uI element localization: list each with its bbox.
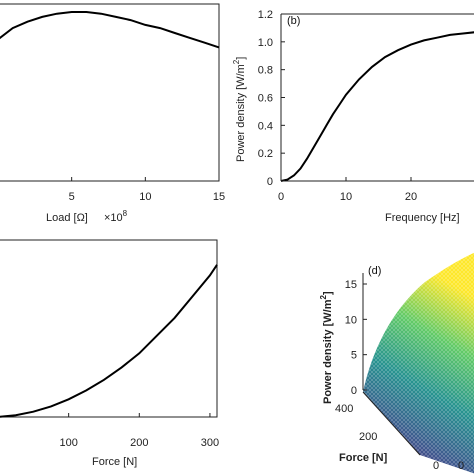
panel-b-label: (b) [287, 15, 300, 27]
panel-c-xlabel: Force [N] [92, 456, 137, 468]
panel-d-force-tick-200: 200 [359, 431, 377, 443]
panel-b-ytick-label: 1.0 [258, 37, 273, 49]
panel-a-xtick-label: 10 [139, 191, 151, 203]
panel-a-frame [0, 3, 220, 182]
panel-d-zlabel: Power density [W/m2] [319, 291, 334, 404]
panel-b-xtick-label: 20 [405, 191, 417, 203]
panel-d-force-label: Force [N] [339, 452, 388, 464]
panel-c-xticks: 100 200 300 [59, 413, 219, 449]
panel-b-xticks: 0 10 20 [278, 177, 417, 203]
panel-b-xtick-label: 10 [340, 191, 352, 203]
panel-b-xtick-label: 0 [278, 191, 284, 203]
panel-c-series-line [0, 264, 218, 418]
panel-d-ztick-label: 5 [351, 350, 357, 362]
panel-b-ytick-label: 0.6 [258, 93, 273, 105]
panel-d-other-tick-0a: 0 [433, 460, 439, 472]
panel-c-xtick-label: 200 [130, 437, 148, 449]
panel-b-ytick-label: 0 [267, 176, 273, 188]
panel-d-other-tick-0b: 0 [458, 460, 464, 472]
panel-b: 0 10 20 0 0.2 0.4 0.6 0.8 1.0 1.2 (b) Frequency … [232, 9, 474, 224]
panel-b-yticks: 0 0.2 0.4 0.6 0.8 1.0 1.2 [258, 9, 285, 188]
panel-b-ytick-label: 0.4 [258, 120, 273, 132]
panel-b-xlabel: Frequency [Hz] [385, 212, 460, 224]
panel-d-surface-mesh [363, 252, 474, 474]
panel-a-x-multiplier: ×108 [104, 209, 128, 224]
panel-a-xtick-label: 5 [69, 191, 75, 203]
panel-d-ztick-label: 0 [351, 385, 357, 397]
panel-a-series-line [0, 11, 220, 49]
panel-b-ytick-label: 0.8 [258, 65, 273, 77]
panel-b-ytick-label: 1.2 [258, 9, 273, 21]
panel-d-force-tick-400: 400 [335, 403, 353, 415]
panel-d-ztick-label: 15 [345, 279, 357, 291]
panel-d-ztick-label: 10 [345, 314, 357, 326]
panel-d-zticks: 0 5 10 15 [345, 279, 367, 397]
panel-b-ylabel: Power density [W/m2] [232, 57, 247, 162]
panel-c-frame [0, 239, 218, 418]
panel-c-xtick-label: 300 [201, 437, 219, 449]
panel-a: 5 10 15 Load [Ω] ×108 [0, 3, 225, 224]
panel-b-series-line [280, 31, 474, 182]
panel-c-xtick-label: 100 [59, 437, 77, 449]
panel-c: 100 200 300 Force [N] [0, 239, 219, 468]
panel-d-floor-edge [362, 391, 421, 456]
panel-a-xticks: 5 10 15 [69, 177, 225, 203]
panel-b-ytick-label: 0.2 [258, 148, 273, 160]
panel-a-xlabel: Load [Ω] [46, 212, 88, 224]
panel-d-label: (d) [368, 265, 381, 277]
panel-a-xtick-label: 15 [213, 191, 225, 203]
